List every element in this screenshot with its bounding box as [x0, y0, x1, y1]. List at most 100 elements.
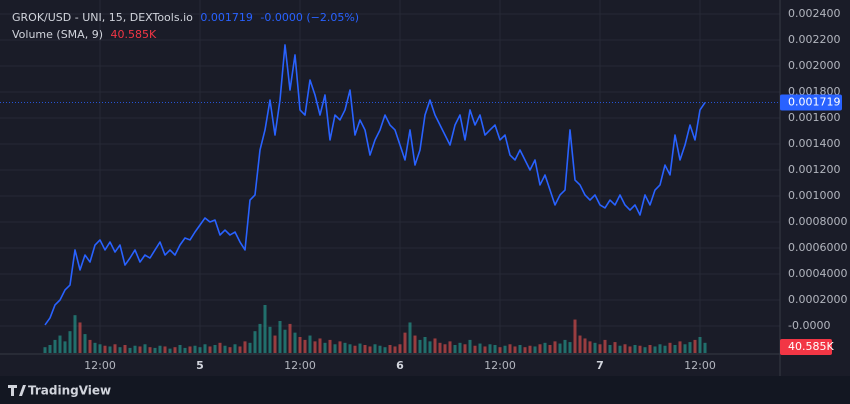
- volume-bar: [418, 339, 422, 353]
- y-tick-label: 0.0006000: [788, 241, 848, 254]
- volume-bar: [388, 345, 392, 353]
- volume-bar: [163, 346, 167, 353]
- volume-bar: [693, 339, 697, 353]
- volume-bar: [373, 344, 377, 353]
- volume-bar: [623, 344, 627, 353]
- volume-bar: [248, 342, 252, 353]
- volume-bar: [213, 345, 217, 353]
- volume-bar: [433, 338, 437, 353]
- y-tick-label: 0.002400: [788, 7, 841, 20]
- volume-bar: [613, 342, 617, 353]
- volume-bar: [53, 339, 57, 353]
- volume-bar: [533, 346, 537, 353]
- volume-bar: [143, 344, 147, 353]
- volume-bar: [688, 342, 692, 353]
- axes: 0.0024000.0022000.0020000.0018000.001600…: [84, 7, 847, 372]
- volume-bar: [413, 335, 417, 353]
- volume-bar: [228, 347, 232, 353]
- volume-bar: [133, 345, 137, 353]
- volume-label: Volume (SMA, 9): [12, 28, 103, 41]
- volume-bar: [258, 323, 262, 353]
- volume-bar: [383, 347, 387, 353]
- volume-bar: [203, 344, 207, 353]
- volume-bar: [358, 343, 362, 353]
- volume-bar: [73, 315, 77, 353]
- x-tick-label: 12:00: [284, 359, 316, 372]
- volume-bar: [103, 345, 107, 353]
- x-tick-label: 5: [196, 359, 204, 372]
- brand: TradingView: [28, 384, 111, 398]
- volume-bar: [488, 344, 492, 353]
- volume-bar: [578, 335, 582, 353]
- volume-bar: [173, 347, 177, 353]
- y-tick-label: 0.001600: [788, 111, 841, 124]
- volume-bar: [313, 341, 317, 353]
- x-tick-label: 12:00: [484, 359, 516, 372]
- volume-bar: [423, 337, 427, 353]
- volume-bar: [348, 344, 352, 353]
- y-tick-label: 0.001200: [788, 163, 841, 176]
- volume-bar: [548, 345, 552, 353]
- y-tick-label: 0.0008000: [788, 215, 848, 228]
- volume-bar: [603, 339, 607, 353]
- footer-band: [0, 376, 850, 404]
- volume-bar: [523, 347, 527, 353]
- volume-bar: [283, 329, 287, 353]
- symbol-title: GROK/USD - UNI, 15, DEXTools.io 0.001719…: [12, 11, 359, 24]
- volume-bar: [448, 341, 452, 353]
- volume-badge-label: 40.585K: [788, 340, 834, 353]
- volume-bar: [233, 344, 237, 353]
- y-tick-label: 0.002200: [788, 33, 841, 46]
- volume-bar: [563, 339, 567, 353]
- volume-bar: [353, 345, 357, 353]
- volume-bar: [528, 345, 532, 353]
- volume-bar: [553, 341, 557, 353]
- volume-bar: [108, 346, 112, 353]
- volume-bar: [683, 344, 687, 353]
- volume-bar: [478, 343, 482, 353]
- volume-bar: [428, 341, 432, 353]
- volume-bar: [118, 347, 122, 353]
- volume-bar: [318, 338, 322, 353]
- volume-bar: [98, 344, 102, 353]
- volume-bar: [508, 344, 512, 353]
- volume-bar: [263, 305, 267, 353]
- grid: [0, 0, 780, 354]
- volume-bar: [183, 347, 187, 353]
- volume-bar: [493, 345, 497, 353]
- volume-bar: [43, 347, 47, 353]
- volume-bar: [593, 342, 597, 353]
- volume-bar: [403, 332, 407, 353]
- volume-bar: [83, 334, 87, 353]
- volume-bar: [583, 338, 587, 353]
- volume-bar: [518, 345, 522, 353]
- volume-bar: [178, 345, 182, 353]
- volume-bar: [333, 344, 337, 353]
- volume-bar: [473, 345, 477, 353]
- x-tick-label: 12:00: [684, 359, 716, 372]
- x-tick-label: 7: [596, 359, 604, 372]
- volume-bar: [503, 345, 507, 353]
- volume-bar: [88, 339, 92, 353]
- volume-bar: [208, 346, 212, 353]
- volume-bar: [268, 326, 272, 353]
- last-value: 0.001719: [200, 11, 253, 24]
- volume-bar: [633, 345, 637, 353]
- volume-bar: [218, 342, 222, 353]
- volume-bar: [618, 345, 622, 353]
- volume-bar: [538, 344, 542, 353]
- volume-bar: [393, 346, 397, 353]
- volume-bar: [273, 335, 277, 353]
- volume-bar: [158, 345, 162, 353]
- volume-bar: [638, 345, 642, 353]
- x-tick-label: 12:00: [84, 359, 116, 372]
- volume-bar: [113, 344, 117, 353]
- volume-bar: [453, 345, 457, 353]
- volume-bar: [93, 342, 97, 353]
- volume-bar: [498, 347, 502, 353]
- title: GROK/USD - UNI, 15, DEXTools.io: [12, 11, 193, 24]
- y-tick-label: 0.001400: [788, 137, 841, 150]
- volume-bar: [303, 339, 307, 353]
- volume-bar: [463, 344, 467, 353]
